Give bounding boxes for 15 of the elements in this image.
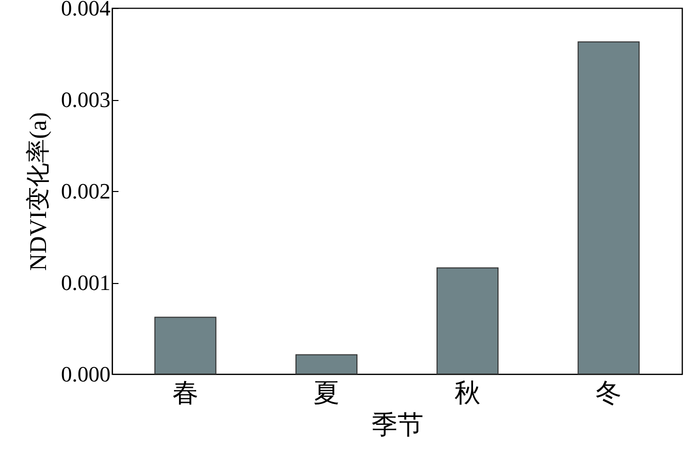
bar [578, 41, 640, 374]
x-tick-label: 冬 [596, 378, 622, 408]
bar [154, 316, 216, 374]
x-tick-label: 秋 [454, 378, 481, 408]
x-tick-label: 夏 [313, 378, 340, 408]
x-tick-label: 春 [172, 378, 198, 408]
y-axis-title: NDVI变化率(a) [25, 112, 52, 271]
y-tick-label: 0.004 [61, 0, 110, 20]
y-tick-label: 0.000 [61, 362, 110, 386]
y-tick-label: 0.001 [61, 270, 110, 295]
y-tick-label: 0.003 [61, 87, 110, 112]
y-tick-label: 0.002 [61, 178, 110, 204]
bar [295, 354, 358, 374]
x-axis-title: 季节 [372, 410, 424, 440]
bar [436, 267, 499, 374]
